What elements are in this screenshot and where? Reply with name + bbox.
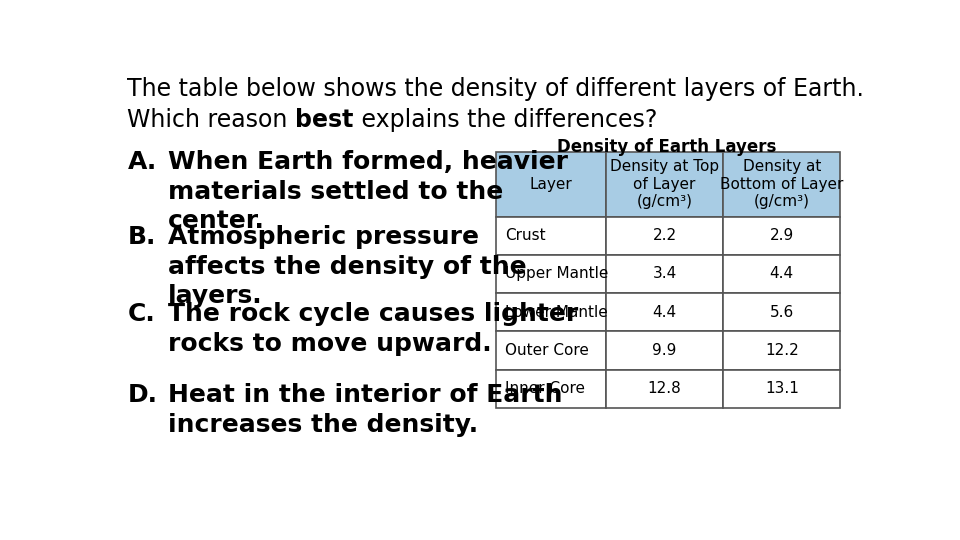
- Text: Density at
Bottom of Layer
(g/cm³): Density at Bottom of Layer (g/cm³): [720, 159, 844, 209]
- Bar: [495, 293, 606, 332]
- Text: 13.1: 13.1: [765, 381, 799, 396]
- Text: explains the differences?: explains the differences?: [353, 109, 657, 132]
- Bar: [495, 217, 606, 255]
- Text: Upper Mantle: Upper Mantle: [505, 266, 608, 281]
- Text: 12.8: 12.8: [648, 381, 682, 396]
- Text: best: best: [296, 109, 353, 132]
- Bar: [606, 293, 724, 332]
- Text: D.: D.: [128, 383, 157, 407]
- Bar: [724, 369, 840, 408]
- Bar: [724, 152, 840, 217]
- Bar: [724, 217, 840, 255]
- Text: 2.2: 2.2: [653, 228, 677, 243]
- Bar: [495, 255, 606, 293]
- Bar: [495, 332, 606, 369]
- Text: Heat in the interior of Earth
increases the density.: Heat in the interior of Earth increases …: [168, 383, 563, 436]
- Text: 12.2: 12.2: [765, 343, 799, 358]
- Text: Atmospheric pressure
affects the density of the
layers.: Atmospheric pressure affects the density…: [168, 225, 527, 308]
- Text: When Earth formed, heavier
materials settled to the
center.: When Earth formed, heavier materials set…: [168, 150, 568, 233]
- Text: 9.9: 9.9: [653, 343, 677, 358]
- Text: The table below shows the density of different layers of Earth.: The table below shows the density of dif…: [128, 77, 864, 102]
- Bar: [606, 217, 724, 255]
- Text: Outer Core: Outer Core: [505, 343, 588, 358]
- Text: Inner Core: Inner Core: [505, 381, 585, 396]
- Bar: [606, 152, 724, 217]
- Text: Density of Earth Layers: Density of Earth Layers: [557, 138, 777, 156]
- Bar: [606, 255, 724, 293]
- Text: Layer: Layer: [529, 177, 572, 192]
- Text: The rock cycle causes lighter
rocks to move upward.: The rock cycle causes lighter rocks to m…: [168, 302, 579, 355]
- Text: 3.4: 3.4: [653, 266, 677, 281]
- Bar: [495, 369, 606, 408]
- Text: C.: C.: [128, 302, 156, 326]
- Text: B.: B.: [128, 225, 156, 249]
- Text: 4.4: 4.4: [770, 266, 794, 281]
- Text: 4.4: 4.4: [653, 305, 677, 320]
- Text: Crust: Crust: [505, 228, 545, 243]
- Text: A.: A.: [128, 150, 156, 174]
- Bar: [724, 293, 840, 332]
- Text: 5.6: 5.6: [770, 305, 794, 320]
- Bar: [606, 332, 724, 369]
- Text: Density at Top
of Layer
(g/cm³): Density at Top of Layer (g/cm³): [610, 159, 719, 209]
- Text: Lower Mantle: Lower Mantle: [505, 305, 608, 320]
- Text: 2.9: 2.9: [770, 228, 794, 243]
- Text: Which reason: Which reason: [128, 109, 296, 132]
- Bar: [724, 332, 840, 369]
- Bar: [724, 255, 840, 293]
- Bar: [495, 152, 606, 217]
- Bar: [606, 369, 724, 408]
